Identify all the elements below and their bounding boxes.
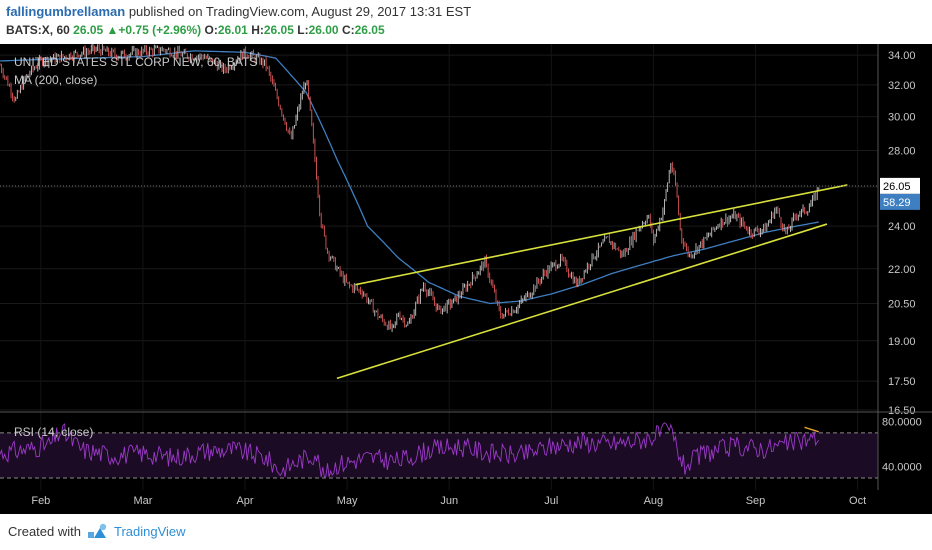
rsi-legend: RSI (14, close) — [14, 425, 93, 439]
ma-line — [0, 50, 819, 305]
publish-line: fallingumbrellaman published on TradingV… — [6, 4, 471, 19]
symbol-label: BATS:X, 60 — [6, 23, 70, 37]
close-label: C: — [341, 23, 355, 37]
published-text: published on TradingView.com, August 29,… — [128, 4, 472, 19]
ma-layer — [0, 50, 819, 305]
low-label: L: — [297, 23, 309, 37]
open-label: O: — [204, 23, 218, 37]
time-tick-label: Aug — [644, 495, 664, 507]
price-tick-label: 19.00 — [888, 336, 916, 348]
rsi-pane: 80.0000 40.0000 — [0, 417, 922, 479]
rsi-divergence-line — [804, 426, 819, 433]
trendlines[interactable] — [336, 184, 848, 380]
candles — [0, 43, 820, 333]
created-with-text: Created with — [8, 524, 81, 539]
price-tick-label: 20.50 — [888, 298, 916, 310]
tradingview-link[interactable]: TradingView — [114, 524, 186, 539]
chart-header: fallingumbrellaman published on TradingV… — [0, 0, 932, 44]
time-tick-label: Sep — [746, 495, 766, 507]
tradingview-cloud-icon — [88, 523, 107, 538]
trendline-lower-support[interactable] — [336, 223, 828, 380]
price-tick-label: 32.00 — [888, 80, 916, 92]
price-tick-label: 34.00 — [888, 50, 916, 62]
price-change: +0.75 (+2.96%) — [118, 23, 202, 37]
price-tags: 26.05 58.29 — [0, 177, 920, 210]
ma-legend: MA (200, close) — [14, 73, 97, 87]
high-label: H: — [251, 23, 264, 37]
time-tick-label: Oct — [849, 495, 866, 507]
time-tick-label: Jun — [440, 495, 458, 507]
price-tick-label: 30.00 — [888, 112, 916, 124]
rsi-line — [0, 422, 820, 478]
close-value: 26.05 — [354, 23, 385, 37]
price-tick-label: 22.00 — [888, 264, 916, 276]
time-tick-label: May — [337, 495, 358, 507]
time-tick-label: Mar — [133, 495, 152, 507]
chart-area[interactable]: 34.0032.0030.0028.0026.0024.0022.0020.50… — [0, 43, 932, 514]
rsi-band — [0, 432, 878, 478]
price-tick-label: 28.00 — [888, 145, 916, 157]
last-price-tag — [880, 177, 920, 194]
price-tick-label: 24.00 — [888, 221, 916, 233]
rsi-tick-label: 40.0000 — [882, 462, 922, 474]
quote-line: BATS:X, 60 26.05 ▲+0.75 (+2.96%) O:26.01… — [6, 23, 385, 37]
trendline-upper-resistance[interactable] — [355, 184, 848, 286]
open-value: 26.01 — [217, 23, 248, 37]
chart-svg[interactable]: 34.0032.0030.0028.0026.0024.0022.0020.50… — [0, 43, 932, 514]
time-tick-label: Jul — [544, 495, 558, 507]
author-link[interactable]: fallingumbrellaman — [6, 4, 126, 19]
time-tick-label: Feb — [31, 495, 50, 507]
last-price-tag-label: 26.05 — [883, 181, 911, 193]
ma-value-tag-label: 58.29 — [883, 197, 911, 209]
price-tick-label: 16.50 — [888, 405, 916, 417]
price-grid — [0, 44, 878, 490]
ma-value-tag — [880, 193, 920, 210]
rsi-tick-label: 80.0000 — [882, 417, 922, 429]
time-tick-label: Apr — [236, 495, 253, 507]
price-tick-label: 17.50 — [888, 376, 916, 388]
up-arrow-icon: ▲ — [106, 23, 119, 37]
chart-title: UNITED STATES STL CORP NEW, 60, BATS — [14, 55, 257, 69]
low-value: 26.00 — [308, 23, 339, 37]
last-price: 26.05 — [73, 23, 104, 37]
footer: Created with TradingView — [0, 514, 932, 550]
high-value: 26.05 — [263, 23, 294, 37]
time-axis: Feb Mar Apr May Jun Jul Aug Sep Oct — [31, 495, 866, 507]
